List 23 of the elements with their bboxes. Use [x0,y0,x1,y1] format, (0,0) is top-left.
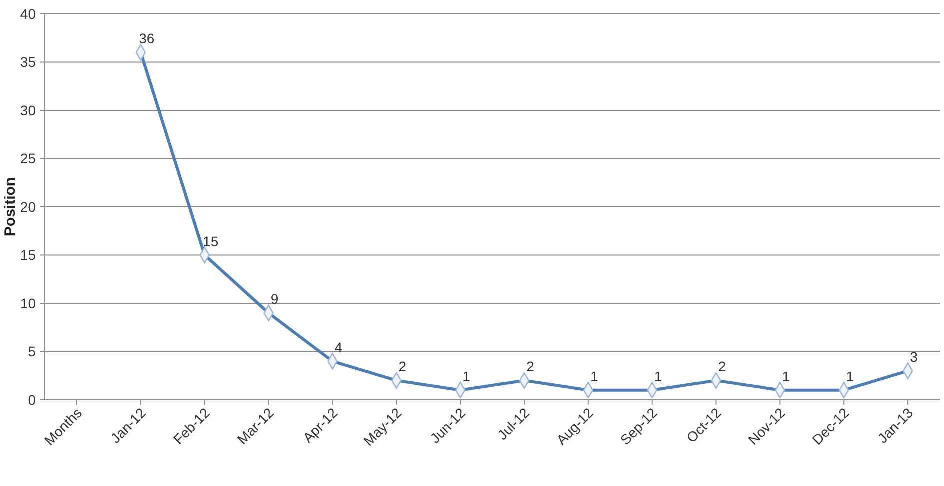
data-label: 1 [782,368,790,384]
y-tick-label: 40 [20,6,36,22]
y-tick-label: 20 [20,198,36,215]
y-axis-title: Position [2,177,19,237]
y-tick-label: 25 [20,150,36,167]
data-label: 36 [139,30,155,47]
data-label: 1 [846,368,854,384]
data-label: 1 [654,368,662,384]
data-label: 2 [398,358,407,375]
data-label: 15 [203,233,219,250]
y-tick-label: 0 [28,392,36,408]
data-label: 3 [910,349,918,366]
y-tick-label: 15 [20,247,36,264]
y-tick-label: 30 [20,102,36,118]
y-tick-label: 10 [20,295,36,312]
data-label: 1 [462,368,471,384]
data-label: 4 [334,339,343,356]
y-tick-label: 5 [28,344,36,360]
data-label: 2 [718,358,726,375]
data-label: 9 [270,291,279,308]
data-label: 1 [590,368,598,384]
data-label: 2 [526,358,535,375]
y-tick-label: 35 [20,54,36,70]
